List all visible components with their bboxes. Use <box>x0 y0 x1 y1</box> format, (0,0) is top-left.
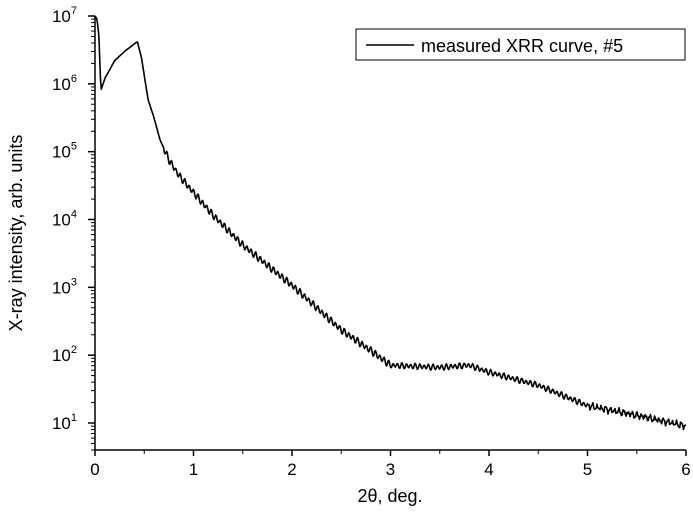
y-tick-label: 106 <box>52 73 77 94</box>
x-tick-label: 0 <box>90 460 99 479</box>
x-tick-label: 1 <box>189 460 198 479</box>
axes: 0 1 2 3 4 5 6 101 102 103 104 105 106 107 <box>52 5 691 479</box>
legend: measured XRR curve, #5 <box>355 28 686 61</box>
x-tick-label: 3 <box>386 460 395 479</box>
x-tick-label: 6 <box>681 460 690 479</box>
series-line-measured-xrr <box>94 15 687 431</box>
y-tick-label: 103 <box>52 276 77 297</box>
y-tick-label: 105 <box>52 141 77 162</box>
legend-label: measured XRR curve, #5 <box>421 36 623 56</box>
y-tick-label: 104 <box>52 209 77 230</box>
x-tick-label: 4 <box>484 460 493 479</box>
y-axis-label: X-ray intensity, arb. units <box>6 135 26 332</box>
x-tick-label: 2 <box>287 460 296 479</box>
y-tick-label: 102 <box>52 344 77 365</box>
y-tick-label: 101 <box>52 412 77 433</box>
x-axis-label: 2θ, deg. <box>357 486 422 506</box>
x-tick-label: 5 <box>583 460 592 479</box>
y-tick-label: 107 <box>52 5 77 26</box>
